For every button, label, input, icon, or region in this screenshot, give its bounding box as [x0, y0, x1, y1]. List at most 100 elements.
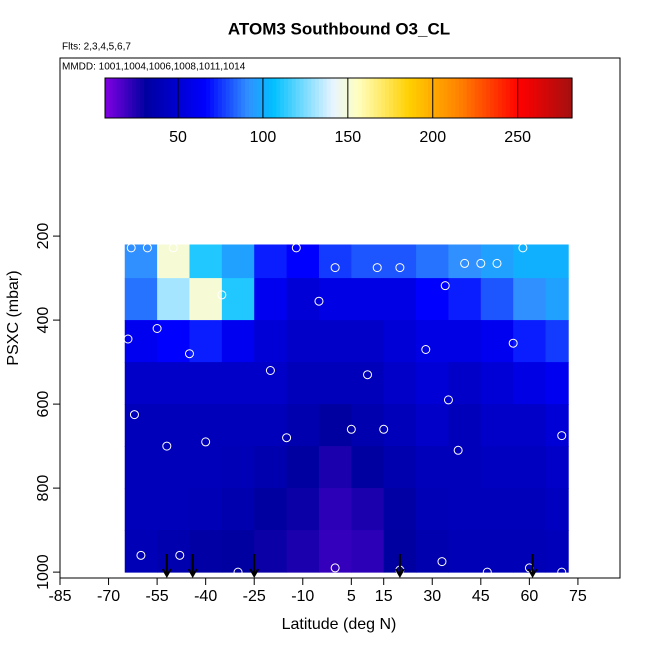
colorbar-swatch [498, 78, 503, 118]
heatmap-cell [416, 244, 449, 279]
heatmap-cell [221, 362, 255, 405]
colorbar-swatch [326, 78, 332, 118]
colorbar-swatch [373, 78, 379, 118]
colorbar-swatch [245, 78, 250, 118]
heatmap-cell [254, 278, 288, 321]
colorbar-swatch [186, 78, 192, 118]
heatmap-cell [189, 404, 223, 447]
observation-point [550, 229, 560, 239]
colorbar-swatch [128, 78, 133, 118]
heatmap-cell [157, 488, 190, 531]
observation-point [314, 296, 324, 306]
colorbar-swatch [315, 78, 320, 118]
x-tick-label: -10 [291, 588, 314, 605]
observation-point [265, 366, 275, 376]
observation-point [476, 258, 486, 268]
heatmap-cell [351, 244, 385, 279]
observation-point [411, 229, 421, 239]
colorbar-swatch [143, 78, 149, 118]
colorbar-swatch [241, 78, 246, 118]
observation-point [372, 263, 382, 273]
heatmap-cell [157, 278, 190, 321]
colorbar-swatch [466, 78, 472, 118]
flight-arrow [527, 554, 538, 579]
colorbar-swatch [501, 78, 507, 118]
observation-point [508, 338, 518, 348]
observation-point [421, 345, 431, 355]
colorbar-swatch [478, 78, 484, 118]
colorbar-swatch [120, 78, 126, 118]
colorbar-swatch [435, 78, 441, 118]
colorbar-swatch [389, 78, 394, 118]
colorbar-swatch [482, 78, 487, 118]
heatmap-cell [480, 488, 514, 531]
colorbar-swatch [252, 78, 258, 118]
colorbar-swatch [490, 78, 495, 118]
heatmap-cell [189, 362, 223, 405]
colorbar-swatch [167, 78, 172, 118]
heatmap-cell [448, 362, 482, 405]
heatmap-cell [124, 404, 158, 447]
heatmap-cell [189, 244, 223, 279]
heatmap-cell [254, 446, 288, 489]
colorbar-swatch [159, 78, 164, 118]
heatmap-cell [448, 488, 482, 531]
colorbar-swatch [210, 78, 215, 118]
colorbar-swatch [295, 78, 301, 118]
observation-point [346, 424, 356, 434]
heatmap-cell [157, 244, 190, 279]
heatmap-cell [448, 530, 482, 573]
colorbar-swatch [470, 78, 476, 118]
heatmap-cell [545, 404, 569, 447]
observation-point [291, 243, 301, 253]
heatmap-cell [383, 278, 417, 321]
colorbar-swatch [400, 78, 406, 118]
observation-point [492, 258, 502, 268]
observation-point [123, 334, 133, 344]
colorbar-swatch [175, 78, 180, 118]
observation-point [282, 433, 292, 443]
heatmap-cell [513, 320, 547, 363]
colorbar-tick-label: 100 [250, 129, 277, 146]
heatmap-cell [157, 446, 190, 489]
colorbar-tick-label: 150 [334, 129, 361, 146]
heatmap-cell [221, 404, 255, 447]
heatmap-cell [545, 362, 569, 405]
heatmap-cell [157, 404, 190, 447]
heatmap-cell [448, 446, 482, 489]
heatmap-cell [513, 530, 547, 573]
colorbar-frame [104, 77, 573, 119]
colorbar-swatch [217, 78, 223, 118]
heatmap-cell [416, 404, 449, 447]
colorbar-swatch [151, 78, 157, 118]
heatmap-cell [480, 244, 514, 279]
observation-point [440, 281, 450, 291]
heatmap-cell [124, 278, 158, 321]
heatmap-cell [383, 404, 417, 447]
annotation: MMDD: 1001,1004,1006,1008,1011,1014 [62, 62, 246, 73]
observation-point [71, 243, 81, 253]
colorbar-swatch [459, 78, 464, 118]
x-tick-label: -70 [97, 588, 120, 605]
observation-point [330, 263, 340, 273]
colorbar-swatch [560, 78, 565, 118]
observation-point [482, 567, 492, 577]
heatmap-cell [189, 530, 223, 573]
heatmap-cell [286, 362, 320, 405]
heatmap-cell [513, 278, 547, 321]
heatmap-cell [189, 488, 223, 531]
heatmap-cell [416, 446, 449, 489]
heatmap-cell [124, 488, 158, 531]
x-tick-label: -25 [243, 588, 266, 605]
heatmap-cell [286, 244, 320, 279]
observation-point [152, 324, 162, 334]
heatmap-cell [286, 278, 320, 321]
colorbar-swatch [428, 78, 433, 118]
observation-point [272, 229, 282, 239]
colorbar-swatch [112, 78, 118, 118]
colorbar-swatch [505, 78, 511, 118]
colorbar-swatch [455, 78, 460, 118]
colorbar-tick-label: 250 [504, 129, 531, 146]
colorbar-swatch [198, 78, 203, 118]
heatmap-cell [383, 362, 417, 405]
